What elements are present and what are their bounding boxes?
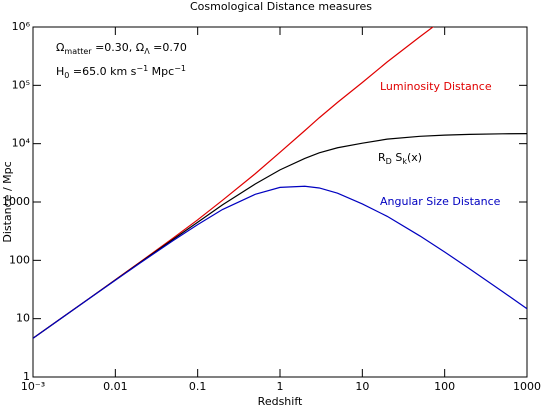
text-part: =65.0 km s <box>69 65 136 78</box>
text-part: −1 <box>174 64 186 73</box>
x-tick-label: 0.1 <box>189 380 207 393</box>
annotation: H0 =65.0 km s−1 Mpc−1 <box>56 64 186 80</box>
text-part: =0.30, Ω <box>92 41 145 54</box>
y-tick-label: 10 <box>16 312 30 325</box>
text-part: Λ <box>144 47 150 56</box>
text-part: Ω <box>56 41 64 54</box>
y-tick-label: 10⁴ <box>12 137 31 150</box>
text-part: R <box>378 151 386 164</box>
y-tick-label: 10⁶ <box>12 20 31 33</box>
x-axis-label: Redshift <box>258 395 303 408</box>
text-part: k <box>402 157 407 166</box>
y-tick-label: 100 <box>9 253 30 266</box>
x-tick-label: 10⁻³ <box>21 380 45 393</box>
series-line <box>33 133 527 339</box>
text-part: 0 <box>64 71 69 80</box>
y-axis-label: Distance / Mpc <box>1 161 14 242</box>
y-tick-label: 1 <box>23 370 30 383</box>
text-part: D <box>386 157 392 166</box>
x-tick-label: 1 <box>277 380 284 393</box>
annotation: Ωmatter =0.30, ΩΛ =0.70 <box>56 41 187 56</box>
plot-lines <box>33 27 527 339</box>
chart-title: Cosmological Distance measures <box>190 0 372 13</box>
text-part: Mpc <box>148 65 174 78</box>
x-tick-label: 10 <box>355 380 369 393</box>
series-label: Luminosity Distance <box>380 80 492 93</box>
y-tick-label: 10⁵ <box>12 78 30 91</box>
x-tick-label: 0.01 <box>103 380 128 393</box>
text-part: H <box>56 65 64 78</box>
series-label: RD Sk(x) <box>378 151 422 166</box>
text-part: =0.70 <box>150 41 187 54</box>
x-tick-label: 100 <box>434 380 455 393</box>
text-part: matter <box>64 47 92 56</box>
text-part: −1 <box>136 64 148 73</box>
x-tick-label: 1000 <box>513 380 541 393</box>
y-tick-label: 1000 <box>2 195 30 208</box>
text-part: S <box>392 151 402 164</box>
text-part: (x) <box>407 151 422 164</box>
series-line <box>33 185 527 339</box>
series-label: Angular Size Distance <box>380 195 501 208</box>
